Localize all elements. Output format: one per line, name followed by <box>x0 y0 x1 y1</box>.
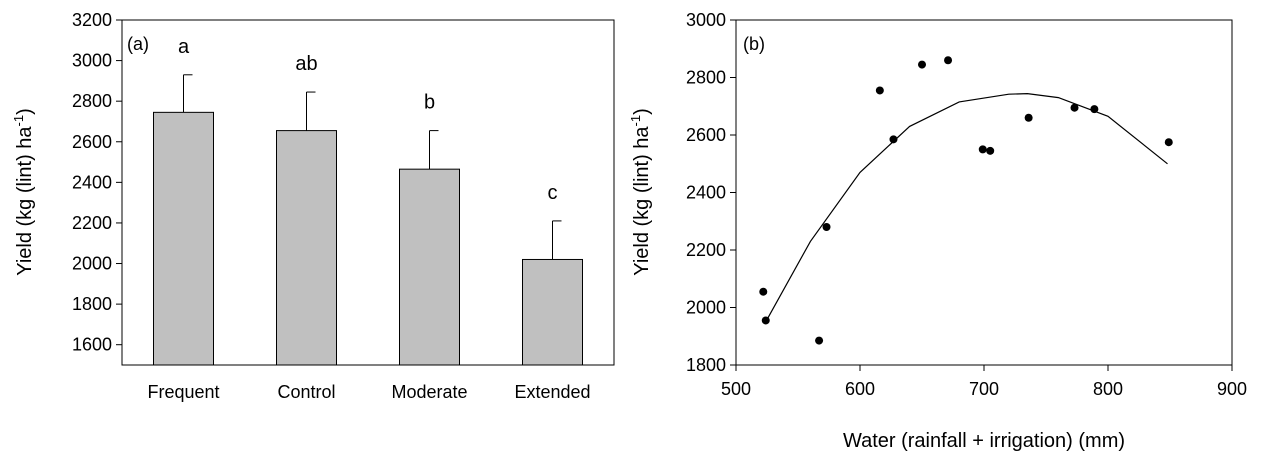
y-tick-label: 3200 <box>72 10 112 30</box>
y-tick-label: 1800 <box>72 294 112 314</box>
x-axis-ticks: 500 600 700 800 900 <box>721 365 1247 399</box>
significance-letter: c <box>548 182 558 204</box>
bar <box>399 168 460 366</box>
data-point <box>889 135 898 144</box>
x-tick-label: Control <box>277 382 335 402</box>
scatter-chart-panel: 1800 2000 2200 2400 2600 2800 3000 500 600 700 80… <box>628 10 1247 452</box>
y-tick-label: 1600 <box>72 335 112 355</box>
bar-chart-panel: a ab b c 1600 1800 2000 2200 2400 2600 2800 3000 32… <box>11 10 615 402</box>
data-point <box>822 223 831 231</box>
y-axis-title: Yield (kg (lint) ha-1) <box>628 108 653 276</box>
y-tick-label: 2600 <box>686 125 726 145</box>
y-tick-label: 2000 <box>72 254 112 274</box>
y-axis-ticks: 1800 2000 2200 2400 2600 2800 3000 <box>686 10 736 375</box>
y-tick-label: 3000 <box>686 10 726 30</box>
data-point <box>978 145 987 154</box>
fit-curve <box>766 92 1168 320</box>
significance-letter: b <box>424 92 435 114</box>
y-tick-label: 2400 <box>686 183 726 203</box>
bars-group: a ab b c <box>153 36 583 366</box>
y-tick-label: 3000 <box>72 51 112 71</box>
x-tick-label: 600 <box>845 379 875 399</box>
x-tick-label: Frequent <box>147 382 219 402</box>
y-tick-label: 2200 <box>686 240 726 260</box>
panel-label: (a) <box>127 34 149 54</box>
y-tick-label: 2600 <box>72 132 112 152</box>
y-tick-label: 2400 <box>72 172 112 192</box>
y-tick-label: 2200 <box>72 213 112 233</box>
x-tick-label: 700 <box>969 379 999 399</box>
y-axis-title: Yield (kg (lint) ha-1) <box>11 108 36 276</box>
significance-letter: ab <box>295 53 317 75</box>
data-point <box>918 60 926 69</box>
x-tick-label: 800 <box>1093 379 1123 399</box>
plot-frame <box>121 19 615 366</box>
data-point <box>875 86 884 95</box>
y-tick-label: 1800 <box>686 355 726 375</box>
y-tick-label: 2800 <box>686 68 726 88</box>
points-group <box>759 56 1173 345</box>
bar <box>276 130 337 366</box>
data-point <box>986 146 995 155</box>
data-point <box>759 287 768 296</box>
data-point <box>815 336 824 345</box>
x-axis-title: Water (rainfall + irrigation) (mm) <box>843 430 1125 452</box>
data-point <box>944 56 953 65</box>
y-tick-label: 2800 <box>72 91 112 111</box>
panel-label: (b) <box>743 34 765 54</box>
bar <box>153 111 214 366</box>
data-point <box>1090 105 1099 114</box>
data-point <box>1164 138 1173 147</box>
x-tick-label: 900 <box>1217 379 1247 399</box>
y-axis-ticks: 1600 1800 2000 2200 2400 2600 2800 3000 3200 <box>72 10 122 355</box>
x-tick-label: Extended <box>514 382 590 402</box>
bar <box>522 258 583 366</box>
x-tick-label: Moderate <box>391 382 467 402</box>
y-tick-label: 2000 <box>686 298 726 318</box>
data-point <box>1024 113 1033 122</box>
data-point <box>1070 103 1079 112</box>
significance-letter: a <box>178 36 190 58</box>
plot-frame <box>735 19 1233 366</box>
x-axis-category-labels: Frequent Control Moderate Extended <box>147 382 590 402</box>
x-tick-label: 500 <box>721 379 751 399</box>
data-point <box>761 316 770 325</box>
